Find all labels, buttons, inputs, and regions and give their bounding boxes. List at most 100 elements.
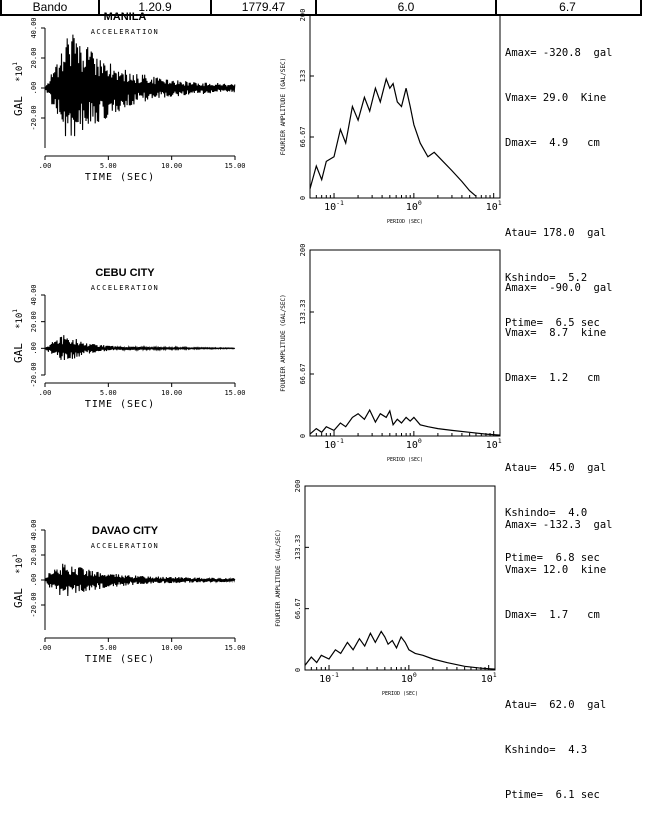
- y-tick-label: 66.67: [299, 126, 307, 147]
- x-axis-label: PERIOD (SEC): [382, 691, 418, 697]
- x-tick-label: 10-1: [324, 437, 344, 451]
- y-tick-label: 200: [299, 9, 307, 22]
- acceleration-trace: [44, 335, 236, 361]
- x-tick-label: 100: [406, 199, 422, 213]
- x-tick-label: 100: [401, 671, 417, 685]
- stat-line: Dmax= 1.7 cm: [505, 609, 600, 621]
- x-tick-label: 101: [486, 199, 502, 213]
- stat-line: Kshindo= 4.3: [505, 744, 588, 756]
- y-tick-label: 0: [299, 434, 307, 438]
- y-tick-label: 66.67: [294, 598, 302, 619]
- header-cell: Bando: [2, 0, 100, 14]
- y-tick-label: 133: [299, 70, 307, 83]
- stat-line: Atau= 62.0 gal: [505, 699, 607, 711]
- x-axis-label: TIME (SEC): [85, 399, 155, 410]
- x-axis-label: PERIOD (SEC): [387, 219, 423, 225]
- chart-subtitle: ACCELERATION: [91, 28, 160, 36]
- stats-block-manila: Amax= -320.8 gal Vmax= 29.0 Kine Dmax= 4…: [505, 16, 612, 346]
- stat-line: Vmax= 12.0 kine: [505, 564, 607, 576]
- stat-line: Kshindo= 4.0: [505, 507, 588, 519]
- chart-subtitle: ACCELERATION: [91, 542, 160, 550]
- y-axis-label: GAL: [12, 588, 25, 608]
- x-tick-label: 5.00: [100, 644, 117, 652]
- x-tick-label: 101: [481, 671, 497, 685]
- stat-line: Atau= 178.0 gal: [505, 227, 607, 239]
- y-exponent-label: *101: [13, 554, 25, 574]
- chart-title: MANILA: [104, 11, 147, 23]
- plot-frame: [304, 485, 496, 671]
- y-tick-label: .00: [30, 342, 38, 355]
- fourier-spectrum-line: [309, 408, 501, 436]
- y-exponent-label: *101: [13, 62, 25, 82]
- stat-line: Dmax= 4.9 cm: [505, 137, 600, 149]
- chart-title: DAVAO CITY: [92, 525, 159, 537]
- seismogram-charts: MANILAACCELERATION40.0020.00.00-20.00.00…: [12, 9, 502, 697]
- stat-line: Atau= 45.0 gal: [505, 462, 607, 474]
- x-tick-label: .00: [39, 644, 52, 652]
- x-tick-label: 15.00: [224, 162, 245, 170]
- x-tick-label: 10-1: [319, 671, 339, 685]
- stat-line: Amax= -320.8 gal: [505, 47, 613, 59]
- stat-line: Vmax= 8.7 kine: [505, 327, 607, 339]
- x-tick-label: .00: [39, 162, 52, 170]
- y-tick-label: 20.00: [30, 311, 38, 332]
- y-tick-label: 20.00: [30, 544, 38, 565]
- stat-line: Kshindo= 5.2: [505, 272, 588, 284]
- y-tick-label: -20.00: [30, 105, 38, 130]
- stat-line: Vmax= 29.0 Kine: [505, 92, 607, 104]
- y-tick-label: -20.00: [30, 592, 38, 617]
- y-tick-label: .00: [30, 82, 38, 95]
- x-axis-label: PERIOD (SEC): [387, 457, 423, 463]
- x-axis-label: TIME (SEC): [85, 172, 155, 183]
- y-tick-label: 133.33: [294, 535, 302, 560]
- chart-title: CEBU CITY: [95, 267, 155, 279]
- x-tick-label: 10.00: [161, 644, 182, 652]
- x-tick-label: 10.00: [161, 162, 182, 170]
- header-cell: 6.0: [317, 0, 497, 14]
- stat-line: Ptime= 6.8 sec: [505, 552, 600, 564]
- x-tick-label: 5.00: [100, 162, 117, 170]
- y-tick-label: 133.33: [299, 299, 307, 324]
- stat-line: Ptime= 6.5 sec: [505, 317, 600, 329]
- x-tick-label: 101: [486, 437, 502, 451]
- fourier-spectrum-line: [304, 630, 496, 670]
- x-tick-label: .00: [39, 389, 52, 397]
- y-tick-label: 0: [294, 668, 302, 672]
- x-tick-label: 10.00: [161, 389, 182, 397]
- y-exponent-label: *101: [13, 309, 25, 329]
- stat-line: Dmax= 1.2 cm: [505, 372, 600, 384]
- y-tick-label: 66.67: [299, 363, 307, 384]
- y-tick-label: 200: [294, 480, 302, 493]
- plot-frame: [309, 249, 501, 437]
- y-tick-label: 40.00: [30, 519, 38, 540]
- header-cell: 1.20.9: [100, 0, 212, 14]
- y-tick-label: .00: [30, 574, 38, 587]
- chart-subtitle: ACCELERATION: [91, 284, 160, 292]
- y-tick-label: 200: [299, 244, 307, 257]
- x-tick-label: 10-1: [324, 199, 344, 213]
- stat-line: Amax= -132.3 gal: [505, 519, 613, 531]
- fourier-spectrum-line: [309, 77, 477, 197]
- x-tick-label: 15.00: [224, 389, 245, 397]
- x-tick-label: 5.00: [100, 389, 117, 397]
- header-cell: 1779.47: [212, 0, 317, 14]
- y-tick-label: -20.00: [30, 362, 38, 387]
- x-tick-label: 15.00: [224, 644, 245, 652]
- y-axis-label: FOURIER AMPLITUDE (GAL/SEC): [280, 294, 287, 392]
- x-axis-label: TIME (SEC): [85, 654, 155, 665]
- y-tick-label: 40.00: [30, 17, 38, 38]
- stat-line: Amax= -90.0 gal: [505, 282, 613, 294]
- y-tick-label: 20.00: [30, 47, 38, 68]
- stat-line: Ptime= 6.1 sec: [505, 789, 600, 801]
- acceleration-trace: [44, 34, 236, 137]
- y-axis-label: FOURIER AMPLITUDE (GAL/SEC): [280, 58, 287, 156]
- y-tick-label: 0: [299, 196, 307, 200]
- y-axis-label: GAL: [12, 343, 25, 363]
- y-axis-label: FOURIER AMPLITUDE (GAL/SEC): [275, 529, 282, 627]
- acceleration-trace: [44, 563, 236, 597]
- header-cell: 6.7: [559, 0, 576, 14]
- y-axis-label: GAL: [12, 96, 25, 116]
- stats-block-cebu: Amax= -90.0 gal Vmax= 8.7 kine Dmax= 1.2…: [505, 251, 612, 581]
- x-tick-label: 100: [406, 437, 422, 451]
- y-tick-label: 40.00: [30, 284, 38, 305]
